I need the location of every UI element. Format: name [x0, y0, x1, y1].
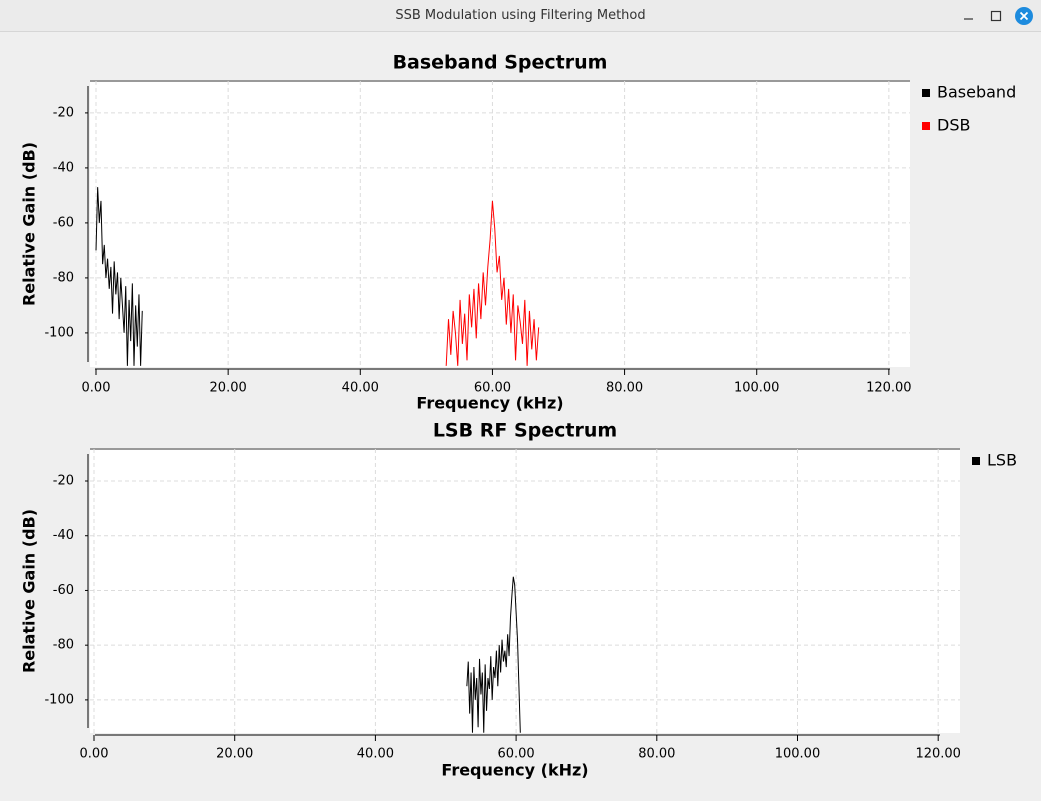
legend-swatch — [972, 457, 980, 465]
y-tick-label: -80 — [53, 270, 74, 285]
y-axis-label: Relative Gain (dB) — [20, 142, 39, 306]
y-tick-label: -80 — [53, 638, 74, 653]
y-axis-label: Relative Gain (dB) — [20, 509, 39, 673]
x-tick-label: 20.00 — [216, 747, 253, 762]
spectrum-line — [466, 576, 521, 733]
x-tick-label: 80.00 — [606, 381, 643, 396]
x-tick-label: 0.00 — [82, 381, 111, 396]
window-controls — [964, 7, 1033, 25]
plot-area — [90, 449, 960, 733]
close-button[interactable] — [1015, 7, 1033, 25]
y-tick-label: -100 — [44, 325, 74, 340]
y-tick-label: -100 — [44, 692, 74, 707]
plot-area — [90, 81, 910, 367]
x-tick-label: 40.00 — [357, 747, 394, 762]
y-tick-label: -20 — [53, 474, 74, 489]
window-title: SSB Modulation using Filtering Method — [395, 8, 646, 23]
y-tick-label: -60 — [53, 215, 74, 230]
maximize-button[interactable] — [990, 10, 1002, 22]
x-tick-label: 60.00 — [474, 381, 511, 396]
legend-swatch — [922, 122, 930, 130]
chart-title: LSB RF Spectrum — [433, 420, 617, 442]
spectrum-line — [445, 200, 540, 366]
x-tick-label: 100.00 — [775, 747, 821, 762]
legend-label: Baseband — [937, 83, 1016, 102]
y-tick-label: -40 — [53, 528, 74, 543]
y-tick-label: -20 — [53, 105, 74, 120]
title-bar: SSB Modulation using Filtering Method — [0, 0, 1041, 32]
x-tick-label: 60.00 — [497, 747, 534, 762]
plots: Baseband Spectrum -20 -40 -60 -80 -100 0.00 20.… — [20, 52, 1018, 780]
x-axis-label: Frequency (kHz) — [416, 394, 563, 413]
x-tick-label: 0.00 — [80, 747, 109, 762]
legend-label: LSB — [987, 451, 1017, 470]
x-tick-label: 120.00 — [915, 747, 961, 762]
x-tick-label: 40.00 — [342, 381, 379, 396]
chart-title: Baseband Spectrum — [393, 52, 608, 74]
x-tick-label: 100.00 — [734, 381, 780, 396]
legend-label: DSB — [937, 116, 970, 135]
x-tick-label: 120.00 — [866, 381, 912, 396]
legend-swatch — [922, 89, 930, 97]
y-tick-label: -60 — [53, 583, 74, 598]
spectrum-line — [95, 187, 143, 366]
y-tick-label: -40 — [53, 160, 74, 175]
x-axis-label: Frequency (kHz) — [441, 761, 588, 780]
x-tick-label: 20.00 — [210, 381, 247, 396]
x-tick-label: 80.00 — [638, 747, 675, 762]
